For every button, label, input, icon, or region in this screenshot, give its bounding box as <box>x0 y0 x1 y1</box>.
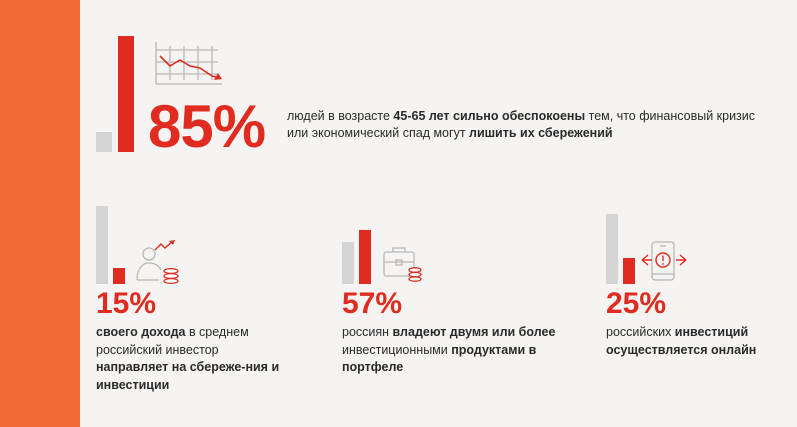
stat3-bar-red <box>623 258 635 284</box>
hero-bar-gray <box>96 132 112 152</box>
hero-percent: 85% <box>148 93 266 160</box>
stat2-bar-gray <box>342 242 354 284</box>
stat3-text-part: российских <box>606 325 675 339</box>
hero-text-bold: лишить их сбережений <box>469 126 613 140</box>
stat2-percent: 57% <box>342 287 403 320</box>
hero-text-part: людей в возрасте <box>287 109 394 123</box>
stat2-description: россиян владеют двумя или более инвестиц… <box>342 324 567 377</box>
stat2-bar-red <box>359 230 371 284</box>
orange-side-bar <box>0 0 80 427</box>
hero-text-bold: 45-65 лет сильно обеспокоены <box>393 109 586 123</box>
stat2-text-part: инвестиционными <box>342 342 452 357</box>
stat3-description: российских инвестиций осуществляется онл… <box>606 324 791 359</box>
stat2-text-bold: владеют двумя или более <box>392 325 556 339</box>
stat2-text-part: россиян <box>342 325 393 339</box>
person-with-coins-icon <box>136 240 179 285</box>
briefcase-coins-icon <box>383 247 422 282</box>
stat1-percent: 15% <box>96 287 157 320</box>
stat1-bar-gray <box>96 206 108 284</box>
hero-text-part: тем, что финансовый кризис или экономиче… <box>287 109 756 140</box>
stat3-text-bold: инвестиций осуществляется онлайн <box>606 325 757 357</box>
stat3-percent: 25% <box>606 287 667 320</box>
stat2-text-bold: продуктами в портфеле <box>342 342 537 375</box>
stat1-text-bold: своего дохода <box>96 325 186 339</box>
stat1-text-bold: направляет на сбереже-ния и инвестиции <box>96 360 280 392</box>
stat1-text-part: в среднем российский инвестор <box>96 325 249 357</box>
declining-chart-icon <box>155 42 222 85</box>
stat1-description: своего дохода в среднем российский инвес… <box>96 324 291 394</box>
phone-alert-icon <box>641 241 687 281</box>
stat3-bar-gray <box>606 214 618 284</box>
stat1-bar-red <box>113 268 125 284</box>
hero-bar-red <box>118 36 134 152</box>
hero-description: людей в возрасте 45-65 лет сильно обеспо… <box>287 108 757 142</box>
